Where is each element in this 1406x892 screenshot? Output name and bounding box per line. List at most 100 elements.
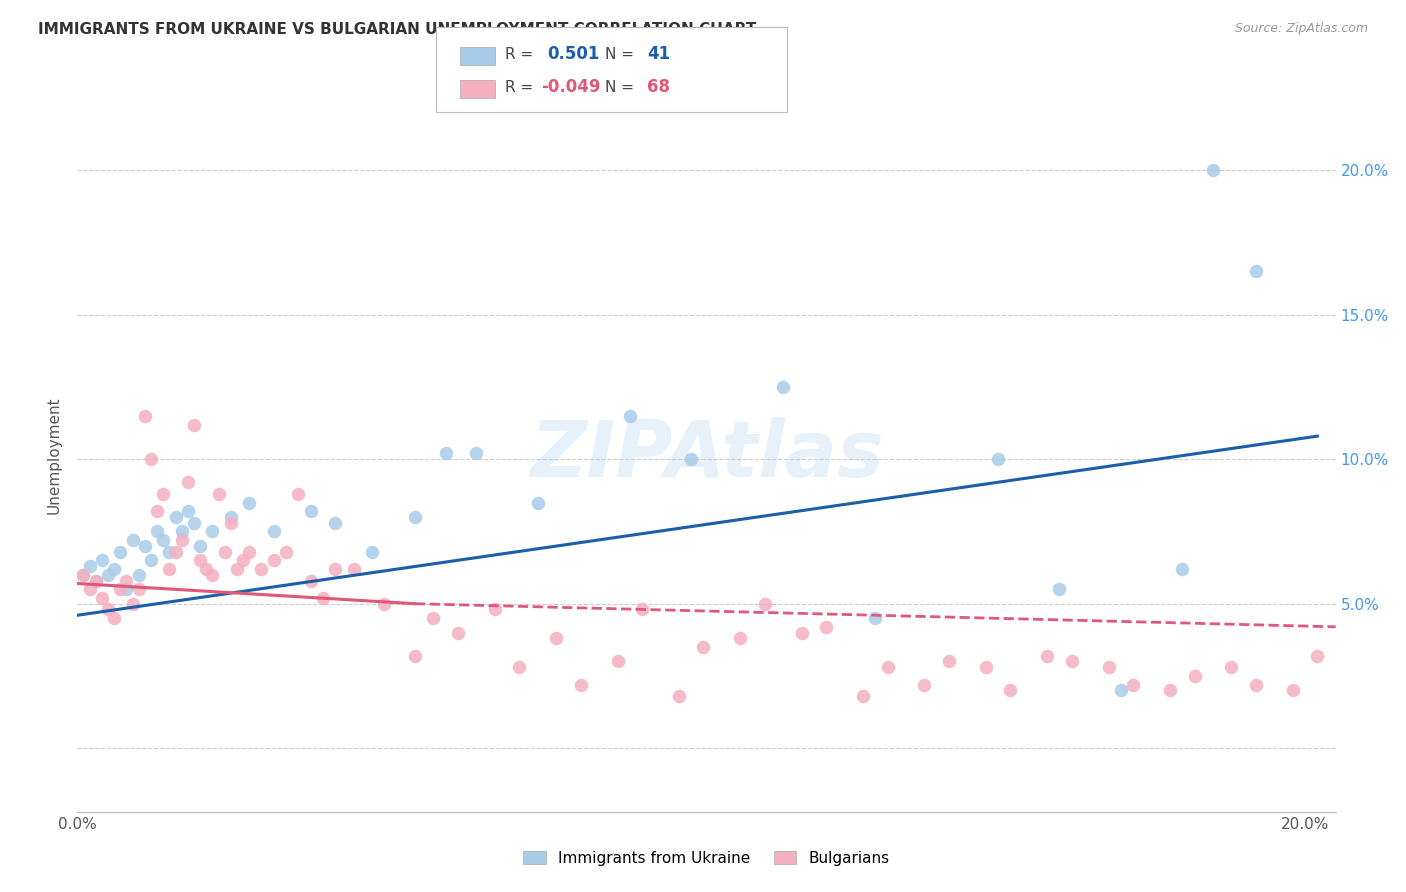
Point xyxy=(299,504,322,518)
Point xyxy=(1060,655,1083,669)
Point xyxy=(201,524,224,539)
Point xyxy=(188,553,211,567)
Point xyxy=(772,380,794,394)
Point xyxy=(72,567,94,582)
Point xyxy=(754,597,776,611)
Point xyxy=(606,655,628,669)
Point xyxy=(103,562,125,576)
Point xyxy=(188,539,211,553)
Point xyxy=(90,553,112,567)
Point xyxy=(1244,264,1267,278)
Point xyxy=(79,559,101,574)
Point xyxy=(195,562,218,576)
Point xyxy=(263,524,285,539)
Point xyxy=(134,409,156,423)
Point xyxy=(465,446,488,460)
Point xyxy=(1000,683,1022,698)
Point xyxy=(1244,677,1267,691)
Text: R =: R = xyxy=(505,80,538,95)
Point xyxy=(668,689,690,703)
Point xyxy=(323,516,346,530)
Point xyxy=(1281,683,1303,698)
Point xyxy=(730,632,752,646)
Point xyxy=(238,495,260,509)
Point xyxy=(152,487,174,501)
Point xyxy=(546,632,568,646)
Point xyxy=(404,510,426,524)
Point xyxy=(569,677,592,691)
Point xyxy=(619,409,641,423)
Point xyxy=(790,625,813,640)
Point xyxy=(219,510,242,524)
Text: 0.501: 0.501 xyxy=(547,45,599,63)
Point xyxy=(121,533,143,548)
Point xyxy=(434,446,457,460)
Point xyxy=(342,562,364,576)
Point xyxy=(323,562,346,576)
Point xyxy=(312,591,335,605)
Point xyxy=(287,487,309,501)
Point xyxy=(373,597,395,611)
Point xyxy=(110,582,132,597)
Point xyxy=(170,533,193,548)
Point xyxy=(97,602,120,616)
Point xyxy=(146,524,169,539)
Point xyxy=(177,504,200,518)
Point xyxy=(1171,562,1194,576)
Point xyxy=(631,602,654,616)
Point xyxy=(219,516,242,530)
Text: 41: 41 xyxy=(647,45,669,63)
Point xyxy=(263,553,285,567)
Point xyxy=(165,510,187,524)
Y-axis label: Unemployment: Unemployment xyxy=(46,396,62,514)
Point xyxy=(361,545,384,559)
Point xyxy=(422,611,444,625)
Point xyxy=(232,553,254,567)
Legend: Immigrants from Ukraine, Bulgarians: Immigrants from Ukraine, Bulgarians xyxy=(517,845,896,871)
Point xyxy=(987,452,1010,467)
Point xyxy=(84,574,107,588)
Point xyxy=(103,611,125,625)
Point xyxy=(97,567,120,582)
Point xyxy=(274,545,297,559)
Point xyxy=(165,545,187,559)
Point xyxy=(238,545,260,559)
Point xyxy=(681,452,703,467)
Point xyxy=(404,648,426,663)
Point xyxy=(1184,669,1206,683)
Point xyxy=(84,574,107,588)
Point xyxy=(1109,683,1132,698)
Point xyxy=(1122,677,1144,691)
Point xyxy=(912,677,935,691)
Point xyxy=(1159,683,1181,698)
Point xyxy=(815,620,838,634)
Point xyxy=(214,545,236,559)
Point xyxy=(226,562,249,576)
Point xyxy=(183,417,205,432)
Text: -0.049: -0.049 xyxy=(541,78,600,96)
Point xyxy=(207,487,229,501)
Point xyxy=(526,495,548,509)
Point xyxy=(128,567,150,582)
Point xyxy=(139,553,162,567)
Point xyxy=(865,611,887,625)
Point xyxy=(72,567,94,582)
Point xyxy=(484,602,506,616)
Point xyxy=(447,625,470,640)
Point xyxy=(115,582,138,597)
Point xyxy=(852,689,875,703)
Point xyxy=(201,567,224,582)
Point xyxy=(121,597,143,611)
Text: ZIPAtlas: ZIPAtlas xyxy=(530,417,883,493)
Point xyxy=(146,504,169,518)
Point xyxy=(152,533,174,548)
Point xyxy=(183,516,205,530)
Point xyxy=(1097,660,1119,674)
Point xyxy=(692,640,714,654)
Point xyxy=(974,660,997,674)
Point xyxy=(250,562,273,576)
Text: IMMIGRANTS FROM UKRAINE VS BULGARIAN UNEMPLOYMENT CORRELATION CHART: IMMIGRANTS FROM UKRAINE VS BULGARIAN UNE… xyxy=(38,22,756,37)
Point xyxy=(299,574,322,588)
Point xyxy=(90,591,112,605)
Point xyxy=(170,524,193,539)
